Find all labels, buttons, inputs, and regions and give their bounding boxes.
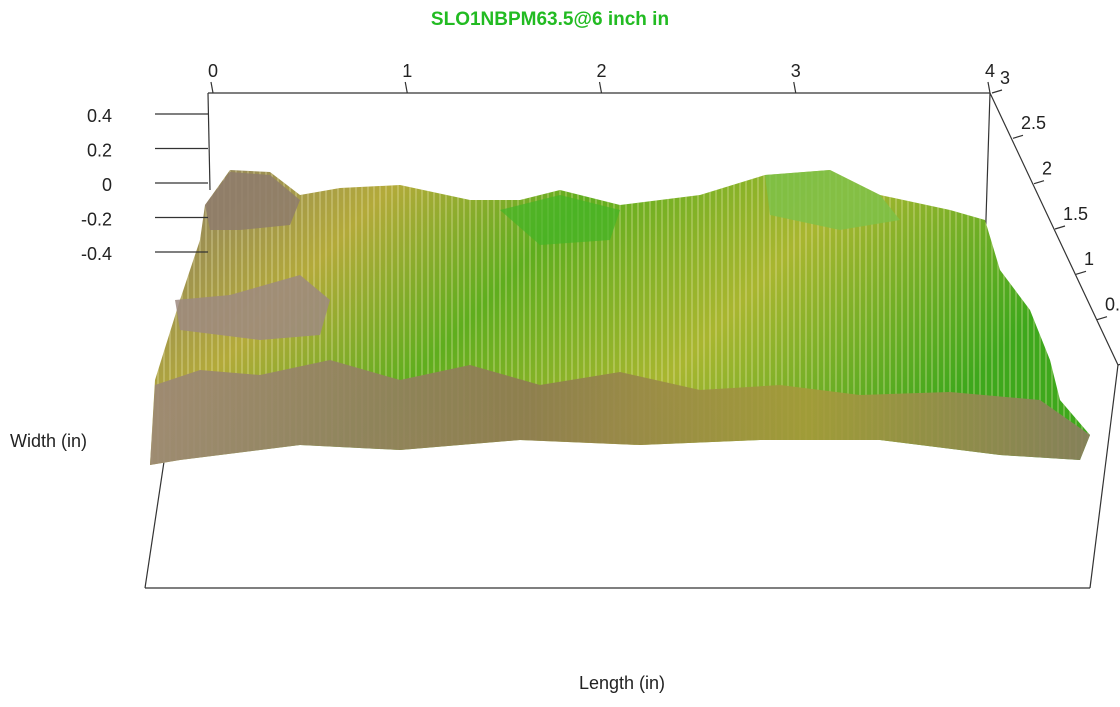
x-tick-label: 0 [208,61,218,81]
surface-front [150,360,1090,465]
y-tick [1012,134,1024,139]
z-tick-label: -0.4 [81,244,112,264]
x-axis-label: Length (in) [579,673,665,693]
axis-line [144,454,166,589]
y-tick-label: 3 [1000,68,1010,88]
x-tick [210,81,214,94]
y-tick [1033,180,1045,185]
axis-line [989,92,1119,366]
surface-ridge [205,172,300,230]
x-tick [404,81,408,94]
y-tick-label: 0.5 [1105,294,1120,314]
surface-ridge [175,275,330,340]
x-tick-label: 2 [596,61,606,81]
y-tick [991,89,1003,94]
y-axis-label: Width (in) [10,431,87,451]
z-tick-label: -0.2 [81,209,112,229]
y-tick-label: 2 [1042,158,1052,178]
x-tick-label: 3 [791,61,801,81]
surface [150,170,1090,465]
chart-title: SLO1NBPM63.5@6 inch in [431,9,669,30]
axes-box [144,92,1119,589]
z-tick-label: 0.2 [87,140,112,160]
axis-line [207,92,211,191]
surface-ridge [500,195,620,245]
surface-ridge [765,170,900,230]
x-tick [793,81,797,94]
z-tick-label: 0 [102,175,112,195]
y-tick [1054,225,1066,230]
x-tick [987,81,991,94]
z-tick-label: 0.4 [87,106,112,126]
y-tick-label: 1.5 [1063,204,1088,224]
x-tick-label: 1 [402,61,412,81]
y-tick [1096,316,1108,321]
y-tick-label: 2.5 [1021,113,1046,133]
x-tick-label: 4 [985,61,995,81]
x-tick [598,81,603,94]
y-tick [1075,270,1087,275]
y-tick-label: 1 [1084,249,1094,269]
axis-line [1089,364,1119,589]
